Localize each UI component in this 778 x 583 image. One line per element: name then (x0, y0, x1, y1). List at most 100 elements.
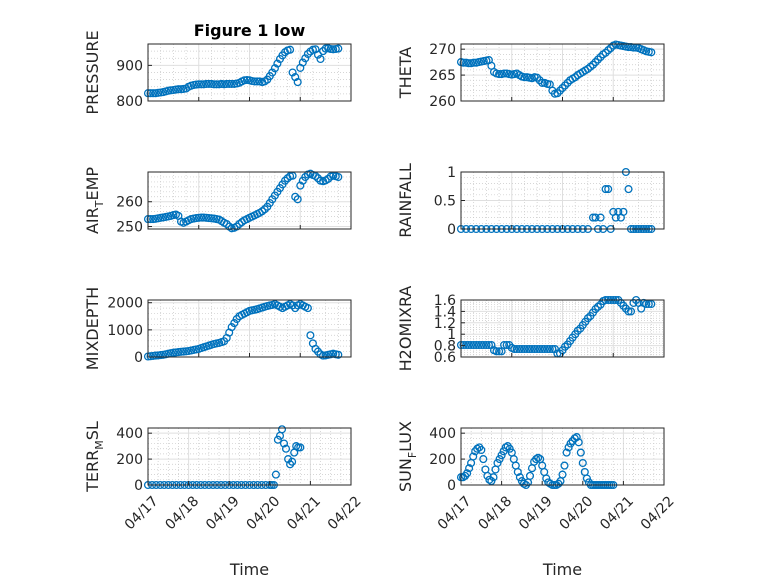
subplot-grid: 800 900 PRESSURE Figure 1 low 260 265 270 THETA… (83, 21, 678, 579)
data-point (520, 73, 529, 82)
data-point (532, 455, 541, 464)
data-point (268, 68, 277, 77)
data-point (574, 438, 583, 447)
data-point (533, 344, 542, 354)
data-point (284, 455, 293, 464)
data-point (176, 347, 186, 356)
data-point (495, 347, 504, 356)
data-point (202, 79, 211, 88)
data-point (462, 340, 471, 350)
data-point (591, 305, 600, 314)
data-point (212, 80, 221, 89)
subplot-3 (143, 169, 352, 233)
data-point (279, 439, 289, 448)
data-point (464, 59, 473, 68)
data-point (298, 58, 307, 67)
data-point (562, 448, 571, 457)
data-point (500, 340, 509, 350)
data-point (540, 344, 549, 354)
x-axis-label: Time (542, 560, 582, 579)
data-point (281, 444, 291, 453)
data-point (512, 344, 521, 354)
data-point (204, 214, 213, 223)
data-point (316, 54, 325, 64)
data-point (469, 340, 478, 350)
chart-title: Figure 1 low (194, 21, 306, 40)
data-point (288, 457, 297, 466)
data-point (550, 344, 559, 354)
data-point (469, 452, 478, 461)
data-point (513, 467, 522, 477)
data-point (601, 185, 610, 194)
data-point (227, 323, 236, 332)
y-tick-label: 2000 (107, 296, 143, 312)
y-tick-label: 0 (447, 222, 456, 238)
data-point (525, 471, 535, 480)
axes-frame (460, 427, 665, 486)
data-point (501, 443, 510, 452)
data-point (543, 344, 552, 354)
data-point (583, 314, 592, 323)
y-axis-label: TERRMSL (83, 421, 106, 493)
x-tick-label: 04/22 (638, 493, 678, 533)
data-point (573, 326, 582, 335)
data-point (209, 80, 219, 89)
data-point (525, 344, 534, 354)
data-point (601, 48, 610, 57)
y-tick-label: 1.6 (434, 293, 456, 309)
y-tick-label: 0.6 (434, 350, 456, 366)
data-point (583, 64, 592, 73)
data-point (626, 307, 636, 316)
data-point (227, 79, 236, 88)
data-point (596, 52, 605, 62)
data-point (467, 340, 476, 350)
y-axis-label: PRESSURE (83, 30, 102, 114)
data-point (463, 469, 472, 478)
data-point (465, 464, 474, 473)
data-point (619, 207, 628, 216)
y-tick-label: 0.5 (434, 194, 456, 210)
subplot-5 (143, 299, 352, 361)
data-point (194, 213, 203, 222)
y-tick-label: 250 (116, 220, 143, 236)
data-point (258, 207, 267, 216)
y-axis-label: THETA (396, 47, 415, 99)
data-point (535, 344, 544, 354)
data-point (260, 205, 269, 214)
data-point (571, 73, 580, 82)
y-tick-label: 1.2 (434, 316, 456, 332)
data-point (477, 445, 486, 455)
data-point (151, 351, 160, 360)
data-point (578, 458, 587, 468)
data-point (291, 192, 300, 201)
data-point (280, 176, 290, 185)
data-point (588, 60, 598, 69)
x-tick-label: 04/21 (597, 493, 637, 533)
data-point (533, 73, 542, 82)
data-point (500, 69, 509, 78)
x-tick-label: 04/17 (122, 493, 162, 533)
data-point (222, 79, 231, 88)
data-point (644, 299, 653, 309)
y-tick-label: 1 (447, 165, 456, 181)
data-point (560, 461, 569, 470)
data-point (604, 185, 613, 194)
data-point (303, 304, 312, 313)
y-tick-label: 1.4 (434, 304, 456, 320)
data-point (484, 340, 493, 350)
data-point (149, 89, 158, 98)
data-point (204, 79, 213, 88)
data-point (527, 344, 537, 354)
data-point (604, 46, 613, 55)
data-point (146, 89, 155, 98)
data-point (522, 344, 532, 354)
y-tick-label: 260 (429, 94, 456, 110)
data-point (545, 344, 554, 354)
axes-frame (147, 427, 352, 486)
data-point (624, 185, 633, 194)
data-point (642, 299, 651, 309)
data-point (222, 219, 231, 229)
data-point (515, 473, 524, 482)
data-point (560, 81, 570, 90)
